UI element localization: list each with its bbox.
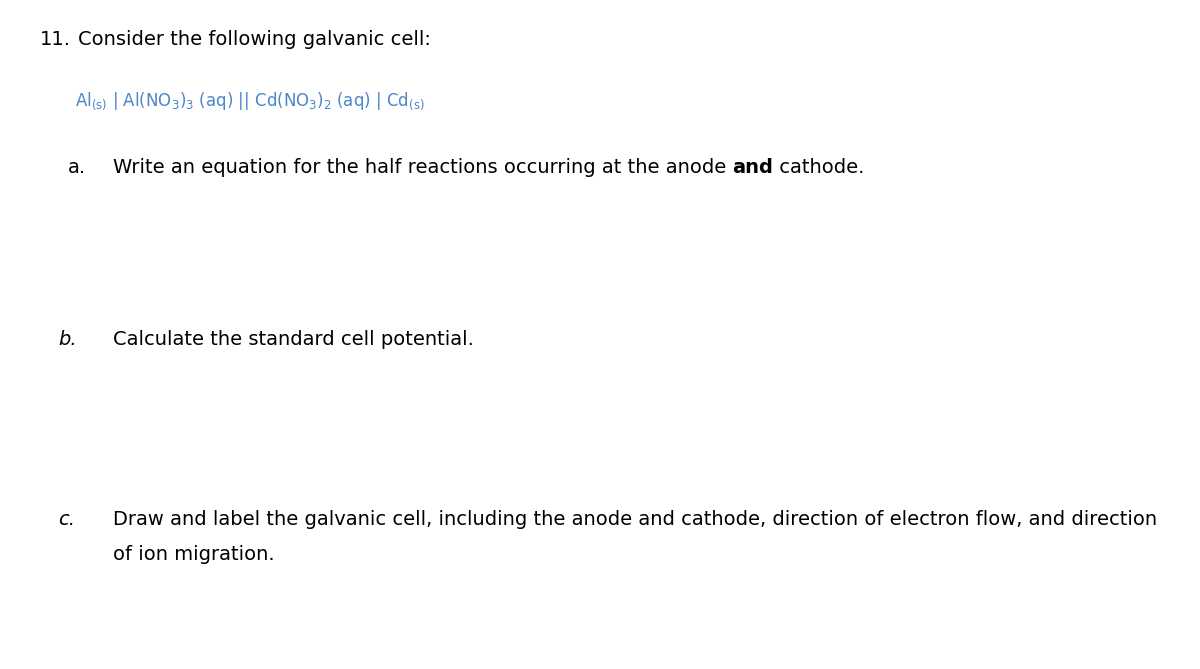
Text: c.: c. (58, 510, 74, 529)
Text: Consider the following galvanic cell:: Consider the following galvanic cell: (78, 30, 431, 49)
Text: a.: a. (68, 158, 86, 177)
Text: Al$_\mathregular{(s)}$ | Al(NO$_\mathregular{3}$)$_\mathregular{3}$ (aq) || Cd(N: Al$_\mathregular{(s)}$ | Al(NO$_\mathreg… (74, 90, 425, 112)
Text: and: and (732, 158, 773, 177)
Text: Calculate the standard cell potential.: Calculate the standard cell potential. (113, 330, 474, 349)
Text: 11.: 11. (40, 30, 71, 49)
Text: Write an equation for the half reactions occurring at the anode: Write an equation for the half reactions… (113, 158, 732, 177)
Text: Draw and label the galvanic cell, including the anode and cathode, direction of : Draw and label the galvanic cell, includ… (113, 510, 1157, 529)
Text: of ion migration.: of ion migration. (113, 545, 275, 564)
Text: cathode.: cathode. (773, 158, 865, 177)
Text: b.: b. (58, 330, 77, 349)
